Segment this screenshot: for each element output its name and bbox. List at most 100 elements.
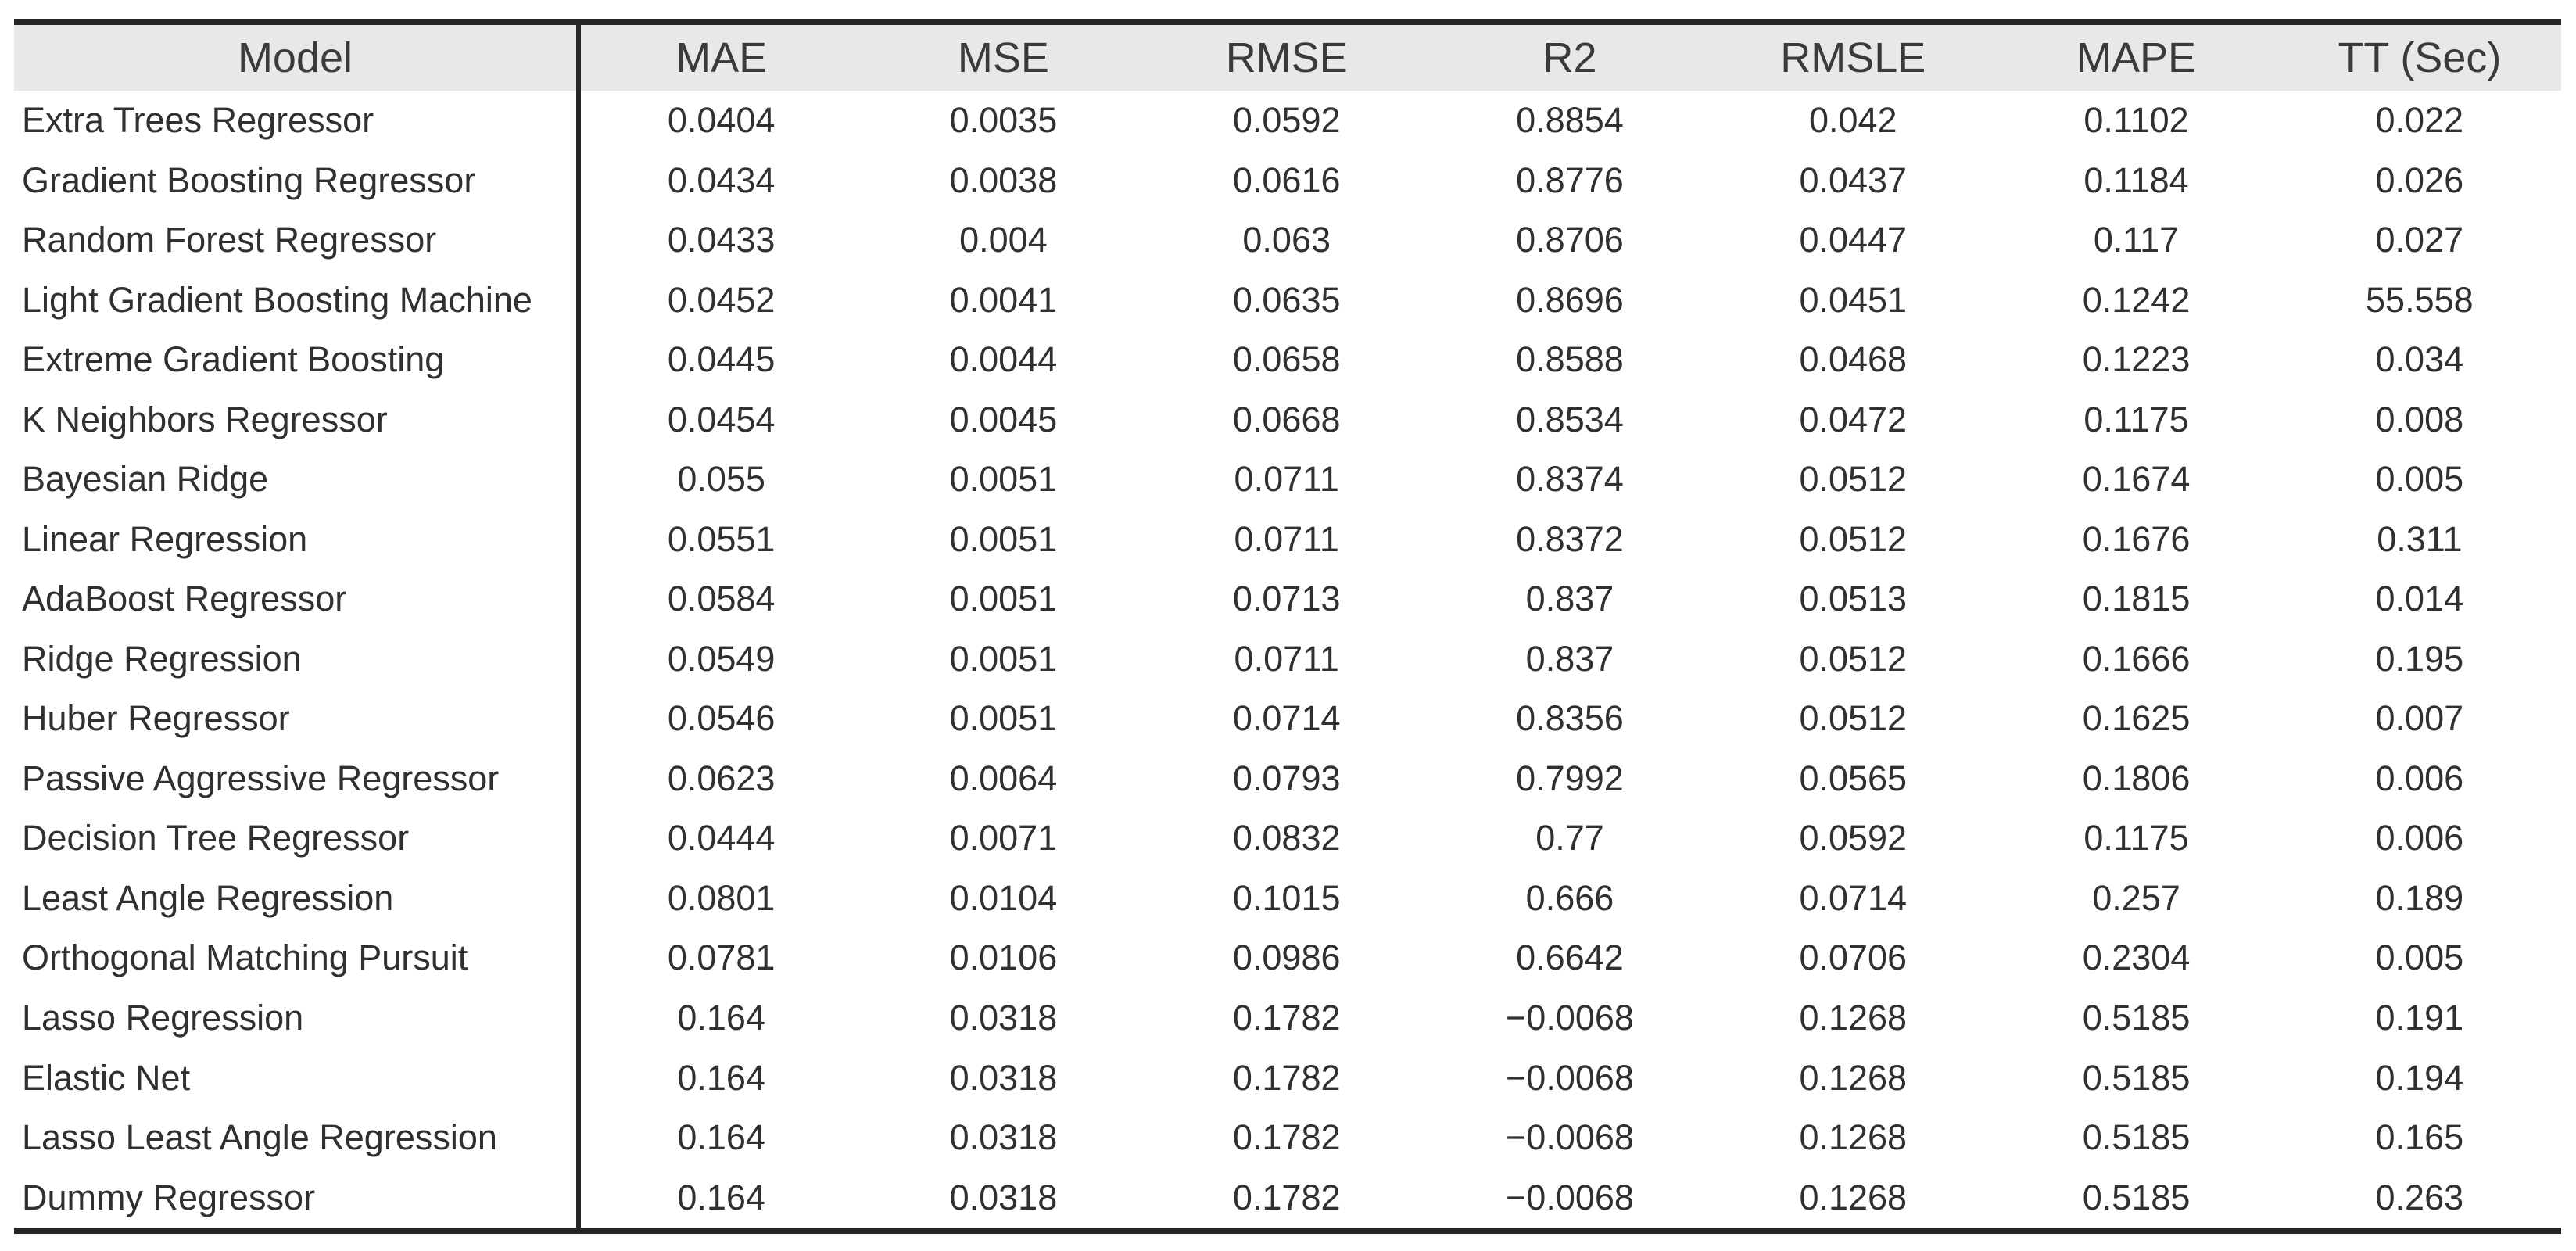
metric-value-cell: 0.0433 [667, 220, 776, 260]
column-header-mse: MSE [957, 34, 1049, 81]
table-row: Extreme Gradient Boosting 0.0445 0.0044 0.0… [14, 330, 2561, 390]
model-name-cell: Light Gradient Boosting Machine [14, 270, 581, 331]
column-header-model: Model [14, 25, 581, 91]
metric-value-cell: 0.006 [2375, 818, 2464, 858]
metric-value-cell: 0.0434 [667, 160, 776, 200]
metric-value-cell: −0.0068 [1506, 1177, 1634, 1217]
metric-value-cell: 0.0044 [949, 339, 1058, 380]
table-row: Huber Regressor 0.0546 0.0051 0.0714 0.8356 0… [14, 689, 2561, 749]
metric-value-cell: 0.0041 [949, 279, 1058, 320]
metric-value-cell: 0.0106 [949, 937, 1058, 978]
column-header-rmse: RMSE [1225, 34, 1348, 81]
table-row: Passive Aggressive Regressor 0.0623 0.0064… [14, 748, 2561, 809]
metric-value-cell: 0.055 [677, 459, 765, 500]
metric-value-cell: 0.8372 [1516, 518, 1624, 559]
metric-value-cell: 0.189 [2375, 877, 2464, 918]
metric-value-cell: 0.7992 [1516, 758, 1624, 798]
model-name-cell: Random Forest Regressor [14, 210, 581, 271]
table-row: Random Forest Regressor 0.0433 0.004 0.063 0… [14, 210, 2561, 271]
metric-value-cell: 0.263 [2375, 1177, 2464, 1217]
metric-value-cell: 0.0986 [1232, 937, 1341, 978]
metric-value-cell: 0.8696 [1516, 279, 1624, 320]
metric-value-cell: 0.666 [1525, 877, 1614, 918]
metric-value-cell: 0.0714 [1232, 698, 1341, 739]
metric-value-cell: 0.0454 [667, 399, 776, 439]
metric-value-cell: 0.1676 [2082, 518, 2191, 559]
metric-value-cell: 0.8534 [1516, 399, 1624, 439]
table-row: Orthogonal Matching Pursuit 0.0781 0.0106 0… [14, 928, 2561, 988]
table-row: Bayesian Ridge 0.055 0.0051 0.0711 0.8374 0.0… [14, 450, 2561, 510]
metric-value-cell: 0.0711 [1234, 518, 1339, 559]
metric-value-cell: 0.164 [677, 997, 765, 1038]
metric-value-cell: 0.0318 [949, 1177, 1058, 1217]
metric-value-cell: 0.8374 [1516, 459, 1624, 500]
metric-value-cell: 0.0445 [667, 339, 776, 380]
model-name-cell: Ridge Regression [14, 629, 581, 690]
model-name-cell: Linear Regression [14, 509, 581, 570]
metric-value-cell: 0.8776 [1516, 160, 1624, 200]
metric-value-cell: 0.1782 [1232, 997, 1341, 1038]
table-row: Light Gradient Boosting Machine 0.0452 0.0… [14, 270, 2561, 331]
metric-value-cell: 0.0064 [949, 758, 1058, 798]
metric-value-cell: 0.0549 [667, 638, 776, 679]
metric-value-cell: 0.1175 [2083, 818, 2189, 858]
metric-value-cell: 0.0447 [1799, 220, 1908, 260]
model-metrics-table-frame: Model MAE MSE RMSE R2 RMSLE MAPE TT (Sec) Extra… [14, 19, 2561, 1234]
metric-value-cell: 0.0512 [1799, 698, 1908, 739]
model-name-cell: Orthogonal Matching Pursuit [14, 928, 581, 988]
metric-value-cell: 0.1666 [2082, 638, 2191, 679]
metric-value-cell: 0.165 [2375, 1117, 2464, 1158]
metric-value-cell: 0.1815 [2082, 579, 2191, 619]
metric-value-cell: 0.0832 [1232, 818, 1341, 858]
model-comparison-table: Model MAE MSE RMSE R2 RMSLE MAPE TT (Sec) Extra… [14, 25, 2561, 1228]
table-row: Decision Tree Regressor 0.0444 0.0071 0.083… [14, 808, 2561, 869]
model-name-cell: Decision Tree Regressor [14, 808, 581, 869]
metric-value-cell: 0.1268 [1799, 1177, 1908, 1217]
metric-value-cell: 0.0512 [1799, 459, 1908, 500]
metric-value-cell: 0.0437 [1799, 160, 1908, 200]
table-row: Extra Trees Regressor 0.0404 0.0035 0.0592 0… [14, 91, 2561, 151]
metric-value-cell: 0.1782 [1232, 1117, 1341, 1158]
metric-value-cell: 0.005 [2375, 937, 2464, 978]
metric-value-cell: 0.0035 [949, 100, 1058, 141]
metric-value-cell: 0.0793 [1232, 758, 1341, 798]
metric-value-cell: 0.0546 [667, 698, 776, 739]
metric-value-cell: 0.1268 [1799, 1057, 1908, 1098]
table-row: AdaBoost Regressor 0.0584 0.0051 0.0713 0.83… [14, 569, 2561, 629]
table-row: Ridge Regression 0.0549 0.0051 0.0711 0.837 0… [14, 629, 2561, 690]
metric-value-cell: 0.117 [2093, 220, 2180, 260]
metric-value-cell: 0.837 [1525, 579, 1614, 619]
metric-value-cell: 0.164 [677, 1057, 765, 1098]
metric-value-cell: 0.0444 [667, 818, 776, 858]
metric-value-cell: 0.0711 [1234, 459, 1339, 500]
metric-value-cell: 0.014 [2375, 579, 2464, 619]
metric-value-cell: −0.0068 [1506, 1057, 1634, 1098]
metric-value-cell: 0.026 [2375, 160, 2464, 200]
metric-value-cell: 0.034 [2375, 339, 2464, 380]
metric-value-cell: −0.0068 [1506, 997, 1634, 1038]
metric-value-cell: 0.0584 [667, 579, 776, 619]
metric-value-cell: 0.1268 [1799, 1117, 1908, 1158]
metric-value-cell: 0.004 [959, 220, 1048, 260]
column-header-mae: MAE [675, 34, 768, 81]
metric-value-cell: 0.5185 [2082, 1117, 2191, 1158]
metric-value-cell: 0.0318 [949, 1117, 1058, 1158]
metric-value-cell: 0.5185 [2082, 1177, 2191, 1217]
metric-value-cell: 0.194 [2375, 1057, 2464, 1098]
metric-value-cell: 0.0781 [667, 937, 776, 978]
metric-value-cell: 0.1184 [2083, 160, 2189, 200]
model-name-cell: Lasso Least Angle Regression [14, 1107, 581, 1168]
table-row: Lasso Least Angle Regression 0.164 0.0318 0… [14, 1107, 2561, 1168]
metric-value-cell: 0.006 [2375, 758, 2464, 798]
metric-value-cell: 0.0706 [1799, 937, 1908, 978]
metric-value-cell: 55.558 [2366, 279, 2474, 320]
metric-value-cell: 0.1674 [2082, 459, 2191, 500]
metric-value-cell: 0.1806 [2082, 758, 2191, 798]
metric-value-cell: 0.311 [2377, 518, 2463, 559]
metric-value-cell: 0.007 [2375, 698, 2464, 739]
model-name-cell: Lasso Regression [14, 988, 581, 1048]
metric-value-cell: 0.1782 [1232, 1057, 1341, 1098]
metric-value-cell: 0.0713 [1232, 579, 1341, 619]
model-name-cell: Elastic Net [14, 1048, 581, 1108]
metric-value-cell: 0.0318 [949, 1057, 1058, 1098]
